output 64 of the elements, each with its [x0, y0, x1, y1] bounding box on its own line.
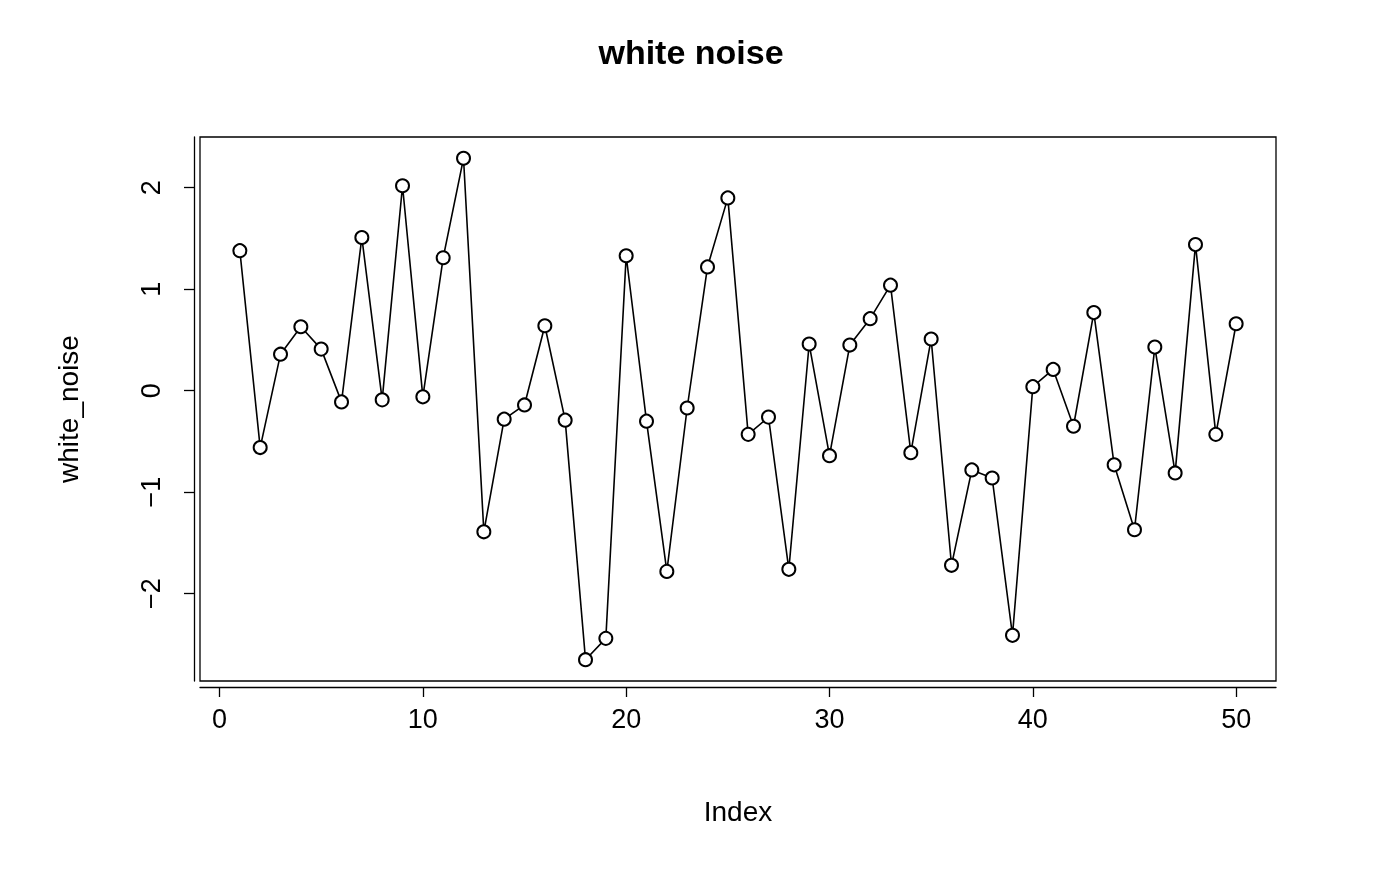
- point: [883, 277, 898, 293]
- point: [1106, 457, 1122, 473]
- point: [1005, 627, 1020, 643]
- point: [1025, 379, 1041, 395]
- chart-title: white noise: [597, 33, 784, 71]
- x-tick-label: 40: [1017, 703, 1048, 734]
- point: [232, 243, 248, 259]
- point: [1208, 426, 1224, 442]
- point: [801, 336, 817, 352]
- point: [273, 346, 289, 362]
- point: [1228, 316, 1244, 332]
- point: [1066, 418, 1081, 434]
- point: [415, 389, 431, 405]
- y-tick-label: −2: [135, 578, 166, 610]
- point: [679, 400, 695, 416]
- x-tick-label: 30: [814, 703, 845, 734]
- point: [252, 440, 268, 456]
- point: [334, 394, 350, 410]
- point: [1147, 339, 1163, 355]
- point: [456, 150, 472, 166]
- y-tick-label: 0: [135, 383, 166, 399]
- point: [435, 250, 451, 266]
- point: [1127, 522, 1142, 538]
- point: [374, 392, 390, 408]
- point: [598, 630, 614, 646]
- point: [720, 190, 736, 206]
- point: [700, 259, 715, 275]
- point: [1045, 361, 1061, 377]
- point: [781, 561, 797, 577]
- point: [984, 470, 1000, 486]
- point: [557, 412, 573, 428]
- point: [639, 413, 654, 429]
- point: [354, 229, 370, 245]
- point: [496, 411, 512, 427]
- point: [903, 445, 919, 461]
- x-tick-label: 20: [611, 703, 642, 734]
- point: [1086, 305, 1102, 321]
- point: [476, 524, 492, 540]
- x-tick-label: 50: [1221, 703, 1252, 734]
- point: [395, 178, 411, 194]
- y-axis-title: white_noise: [52, 335, 84, 484]
- y-tick-label: 1: [135, 281, 166, 297]
- point: [761, 409, 776, 425]
- point: [740, 426, 756, 442]
- point: [659, 563, 675, 579]
- x-tick-label: 0: [212, 703, 228, 734]
- point: [822, 448, 837, 464]
- point: [964, 462, 980, 478]
- point: [293, 319, 309, 335]
- point: [1167, 465, 1183, 481]
- point: [517, 397, 533, 413]
- point: [1188, 237, 1203, 253]
- x-tick-label: 10: [407, 703, 438, 734]
- point: [862, 311, 878, 327]
- point: [842, 337, 858, 353]
- y-tick-label: −1: [135, 476, 166, 508]
- point: [578, 652, 594, 668]
- x-axis-title: Index: [703, 795, 773, 827]
- point: [923, 331, 939, 347]
- point: [537, 318, 553, 334]
- point: [618, 248, 634, 264]
- y-tick-label: 2: [135, 180, 166, 196]
- point: [313, 341, 329, 357]
- point: [944, 557, 959, 573]
